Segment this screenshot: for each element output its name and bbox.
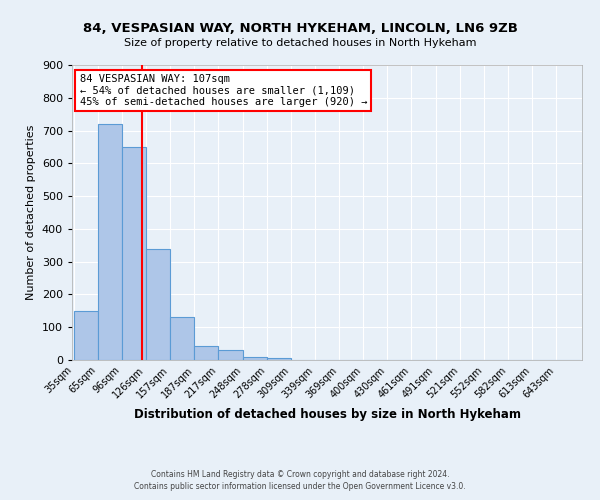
Bar bbox=[170, 318, 194, 360]
Bar bbox=[266, 358, 291, 360]
Text: Size of property relative to detached houses in North Hykeham: Size of property relative to detached ho… bbox=[124, 38, 476, 48]
Bar bbox=[98, 124, 122, 360]
X-axis label: Distribution of detached houses by size in North Hykeham: Distribution of detached houses by size … bbox=[133, 408, 521, 421]
Bar bbox=[194, 346, 218, 360]
Text: Contains HM Land Registry data © Crown copyright and database right 2024.: Contains HM Land Registry data © Crown c… bbox=[151, 470, 449, 479]
Text: 84 VESPASIAN WAY: 107sqm
← 54% of detached houses are smaller (1,109)
45% of sem: 84 VESPASIAN WAY: 107sqm ← 54% of detach… bbox=[80, 74, 367, 107]
Text: 84, VESPASIAN WAY, NORTH HYKEHAM, LINCOLN, LN6 9ZB: 84, VESPASIAN WAY, NORTH HYKEHAM, LINCOL… bbox=[83, 22, 517, 36]
Bar bbox=[218, 350, 242, 360]
Bar bbox=[146, 248, 170, 360]
Bar bbox=[242, 356, 266, 360]
Bar bbox=[74, 311, 98, 360]
Text: Contains public sector information licensed under the Open Government Licence v3: Contains public sector information licen… bbox=[134, 482, 466, 491]
Bar bbox=[122, 147, 146, 360]
Y-axis label: Number of detached properties: Number of detached properties bbox=[26, 125, 36, 300]
